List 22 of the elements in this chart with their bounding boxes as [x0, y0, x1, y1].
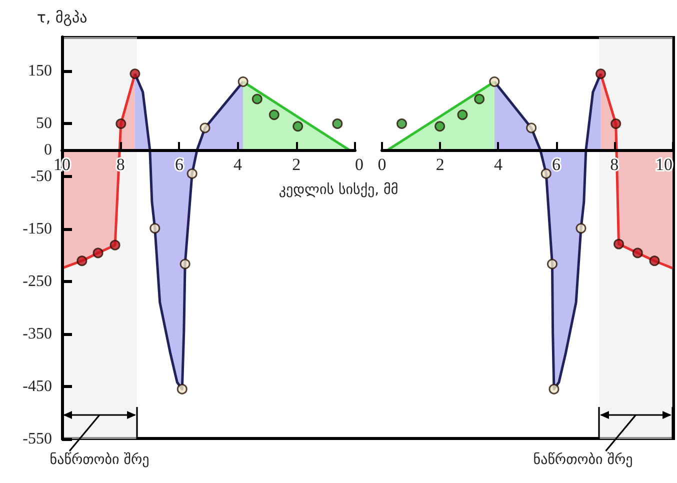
band-label: ნაწრთობი შრე	[50, 452, 150, 468]
y-tick-label: 150	[28, 62, 52, 80]
x-tick-label: 6	[174, 154, 184, 174]
y-tick-label: -450	[22, 378, 52, 395]
x-tick-label: 2	[436, 154, 444, 174]
x-tick-label: 4	[494, 154, 503, 174]
x-tick-label: 4	[234, 154, 243, 174]
y-tick-label: -150	[22, 220, 52, 238]
y-axis-title: τ, მგპა	[36, 8, 88, 26]
y-tick-label: -250	[22, 272, 52, 290]
y-tick-label: 0	[44, 141, 52, 158]
y-tick-label: 50	[36, 115, 52, 132]
x-axis-title: კედლის სისქე, მმ	[278, 182, 398, 198]
y-tick-label: -550	[22, 430, 52, 448]
x-tick-label: 0	[378, 154, 386, 174]
x-tick-label: 6	[552, 154, 561, 174]
x-tick-label: 0	[355, 154, 364, 174]
x-tick-label: 10	[656, 154, 672, 174]
y-tick-label: -350	[22, 325, 52, 342]
band-label: ნაწრთობი შრე	[533, 452, 633, 468]
y-tick-label: -50	[30, 168, 52, 185]
x-tick-label: 2	[292, 154, 301, 174]
